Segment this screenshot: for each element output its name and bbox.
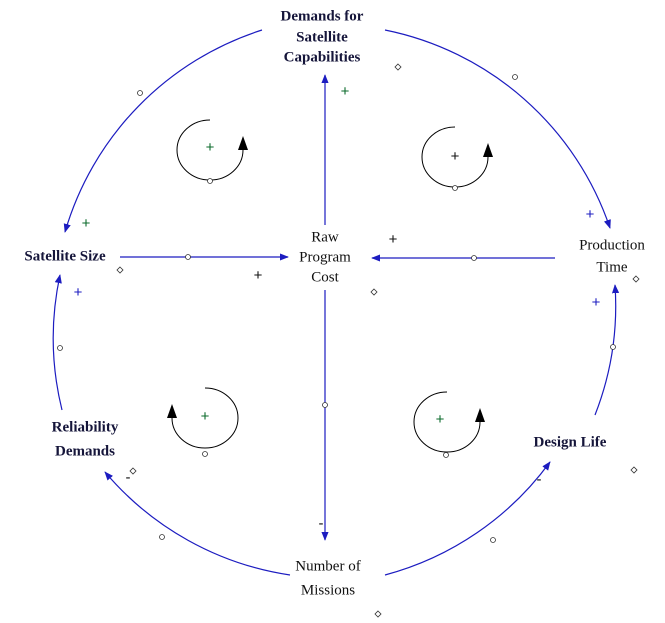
- handle: [471, 255, 477, 261]
- link-polarity: +: [592, 294, 601, 311]
- node-label: Reliability: [52, 419, 119, 435]
- arrow: [104, 471, 291, 576]
- node-label: Missions: [301, 582, 355, 598]
- handle: [512, 74, 518, 80]
- link-polarity: -: [537, 471, 542, 488]
- handle: [452, 185, 458, 191]
- handle: [202, 451, 208, 457]
- loop-circle: [171, 387, 239, 449]
- handle: [394, 63, 402, 71]
- node-label: Cost: [311, 269, 339, 285]
- handle: [185, 254, 191, 260]
- handle: [630, 466, 638, 474]
- loop-icons: [167, 119, 493, 458]
- handle: [632, 275, 640, 283]
- handle: [137, 90, 143, 96]
- node-label: Number of: [295, 558, 360, 574]
- handle: [116, 266, 124, 274]
- node-label: Design Life: [534, 434, 607, 450]
- loop-polarity: +: [201, 408, 210, 425]
- arrow: [384, 29, 611, 229]
- loop-polarity: +: [451, 148, 460, 165]
- node-label: Raw: [311, 229, 339, 245]
- arrow: [594, 284, 620, 416]
- link-polarity: +: [341, 83, 350, 100]
- link-polarity: +: [586, 206, 595, 223]
- loop-arrow: [475, 408, 485, 422]
- node-label: Demands for: [281, 8, 364, 24]
- handle: [443, 452, 449, 458]
- link-polarity: +: [254, 267, 263, 284]
- loop-circle: [176, 119, 244, 181]
- loop-arrow: [167, 404, 177, 418]
- arrow: [52, 274, 63, 411]
- node-label: Demands: [55, 443, 115, 459]
- link-polarity: -: [126, 469, 131, 486]
- handle: [610, 344, 616, 350]
- loop-arrow: [483, 143, 493, 157]
- loop-polarity: +: [206, 139, 215, 156]
- link-polarity: +: [389, 231, 398, 248]
- handle: [370, 288, 378, 296]
- loop-arrow: [238, 136, 248, 150]
- handle: [57, 345, 63, 351]
- link-polarity: +: [74, 284, 83, 301]
- node-label: Satellite Size: [24, 248, 106, 264]
- loop-circle: [413, 391, 481, 453]
- node-label: Program: [299, 249, 351, 265]
- handle: [159, 534, 165, 540]
- handle: [490, 537, 496, 543]
- node-label: Satellite: [296, 29, 348, 45]
- arrow: [384, 461, 551, 576]
- handle: [207, 178, 213, 184]
- node-label: Production: [579, 237, 645, 253]
- arrow: [63, 29, 263, 233]
- loop-circle: [421, 126, 489, 188]
- handles: [57, 63, 640, 618]
- node-label: Capabilities: [284, 49, 361, 65]
- link-polarity: +: [82, 215, 91, 232]
- handle: [129, 467, 137, 475]
- arrows: [52, 29, 620, 576]
- node-label: Time: [596, 259, 627, 275]
- link-polarity: -: [319, 515, 324, 532]
- handle: [322, 402, 328, 408]
- handle: [374, 610, 382, 618]
- loop-polarity: +: [436, 411, 445, 428]
